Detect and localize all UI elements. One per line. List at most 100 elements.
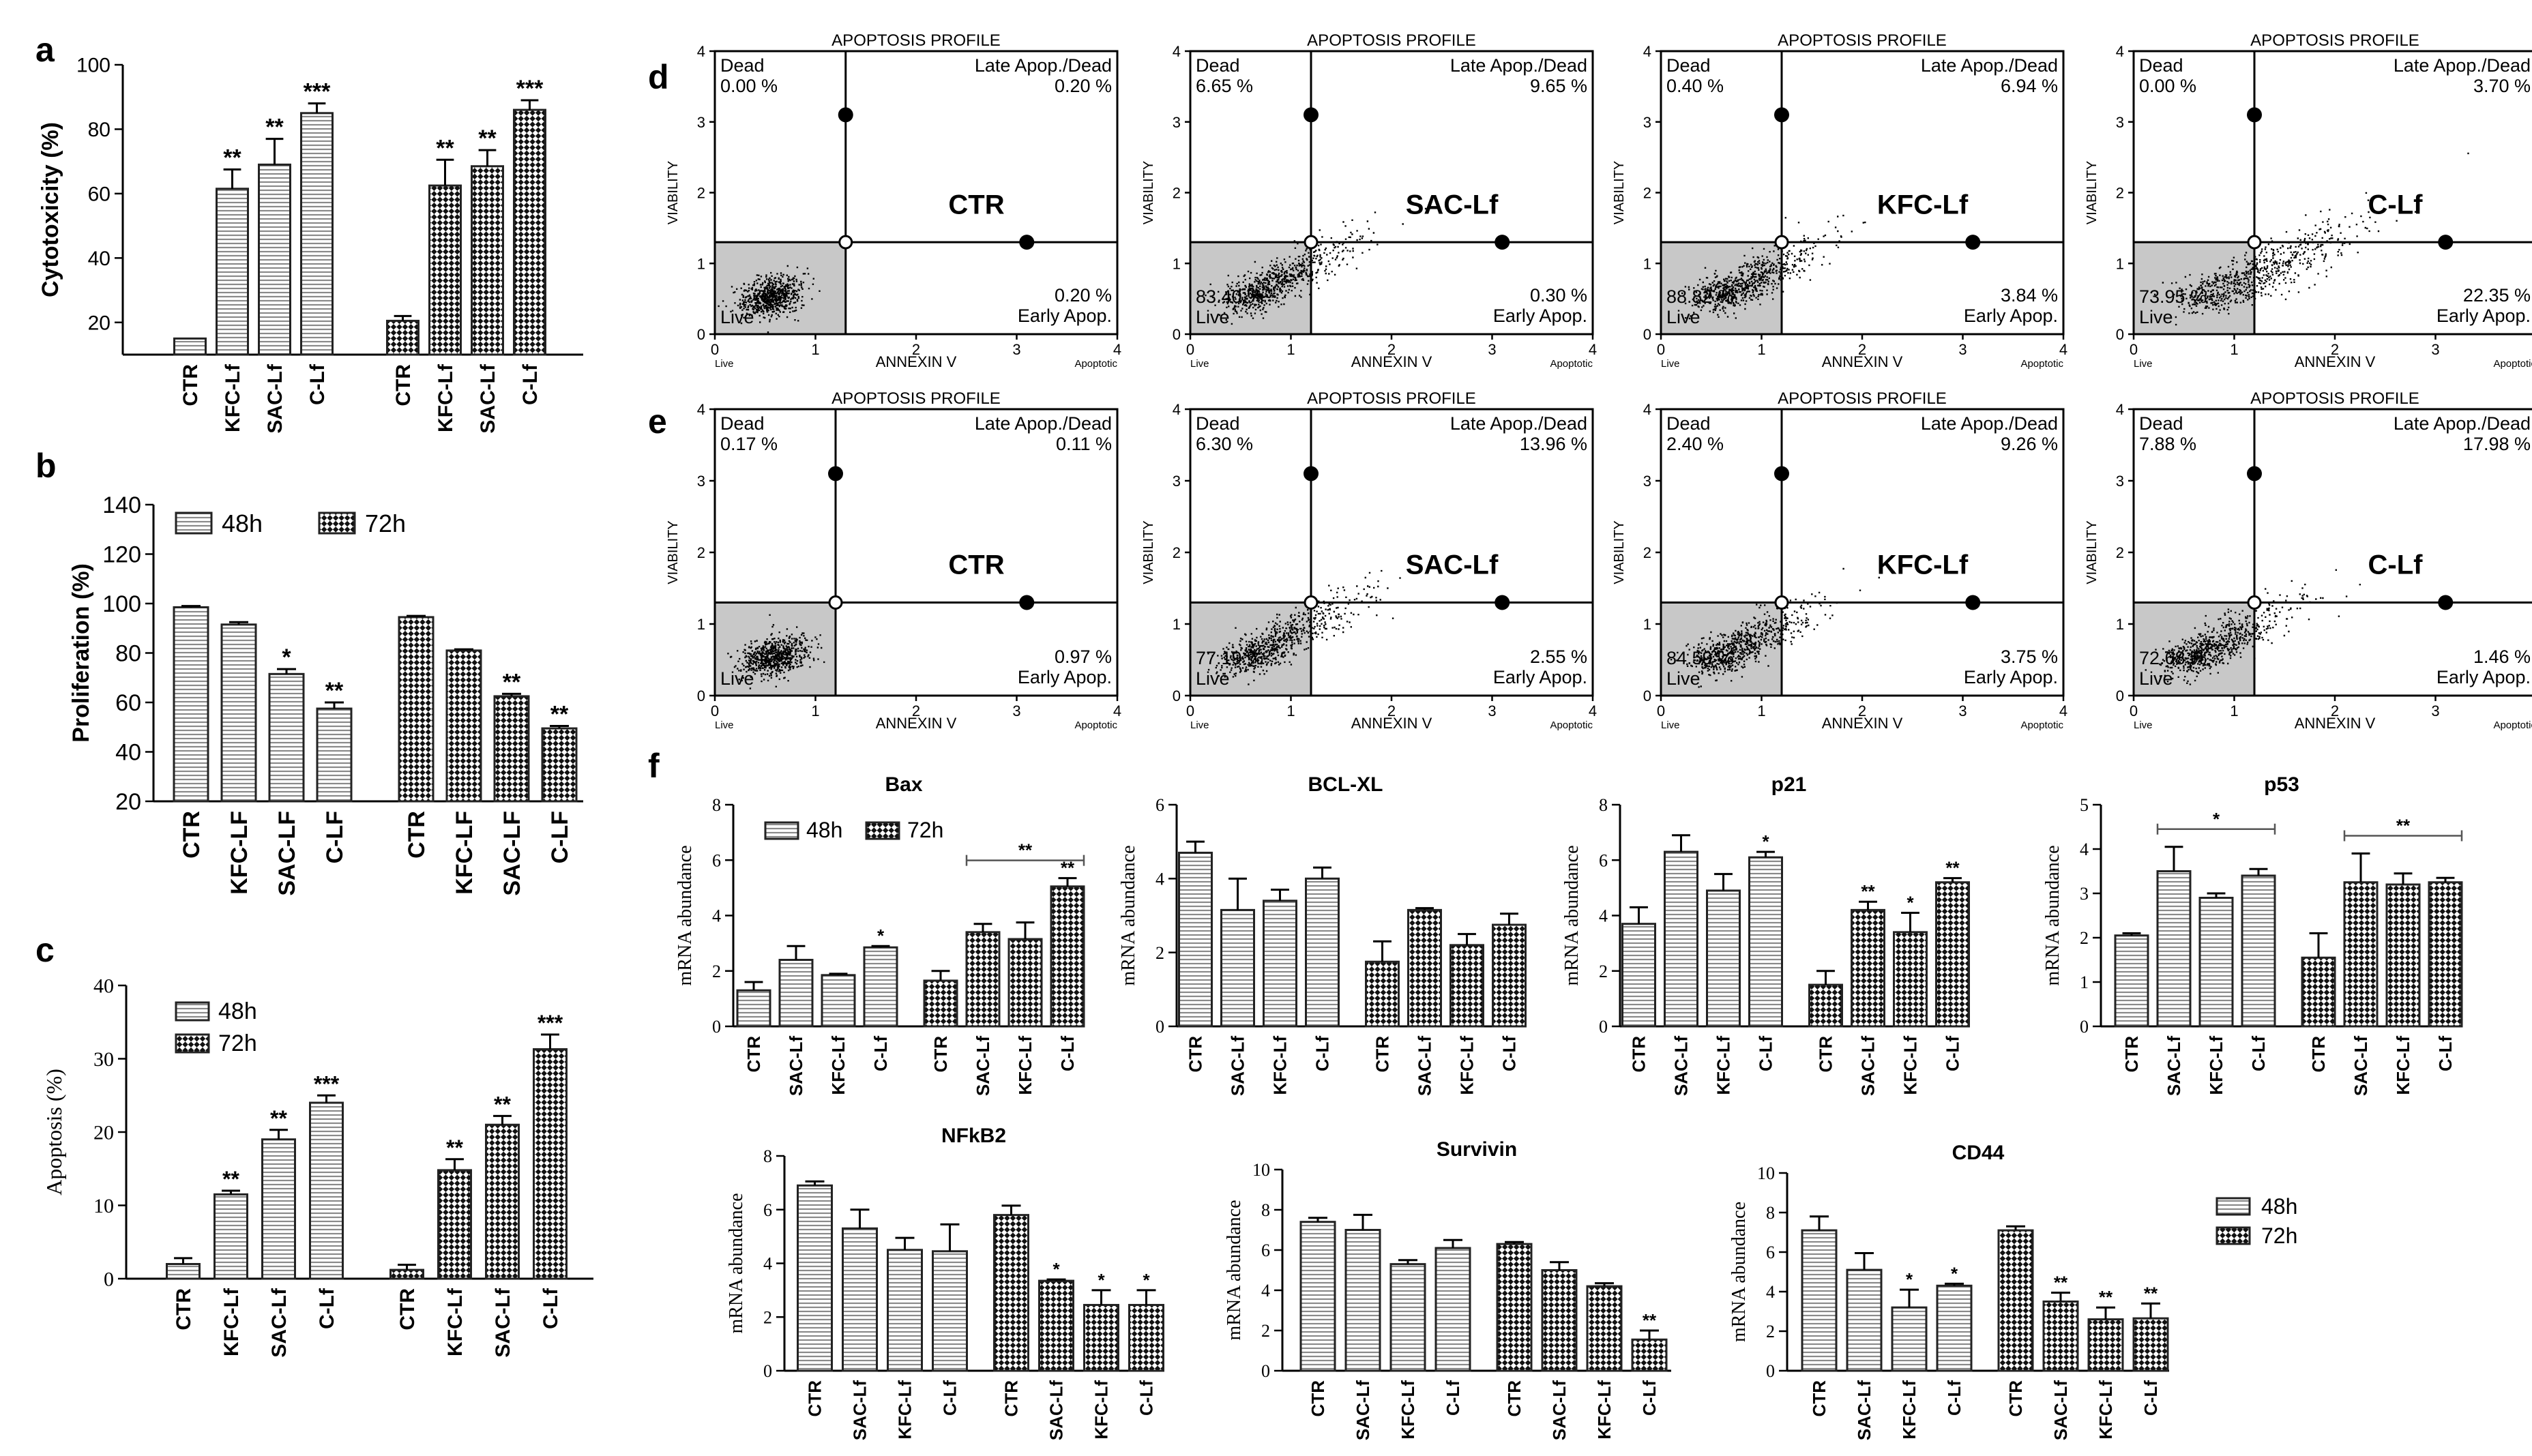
sample-label: C-Lf xyxy=(2368,190,2424,220)
x-tick-label: 0 xyxy=(1657,341,1665,358)
quadrant-late-value: 13.96 % xyxy=(1520,434,1587,454)
x-tick-label: CTR xyxy=(173,1288,195,1331)
x-tick-label: KFC-Lf xyxy=(895,1380,915,1440)
flow-title: APOPTOSIS PROFILE xyxy=(1307,389,1476,408)
y-tick-label: 4 xyxy=(763,1254,772,1274)
legend-b: 48h 72h xyxy=(175,509,406,537)
quadrant-dead-label: Dead xyxy=(1666,413,1711,434)
x-tick-label: SAC-Lf xyxy=(2351,1036,2371,1096)
x-tick-label: 1 xyxy=(2230,702,2238,719)
x-tick-label: SAC-Lf xyxy=(2050,1380,2071,1440)
y-tick-label: 4 xyxy=(712,906,721,926)
x-tick-label: CTR xyxy=(2308,1036,2329,1073)
bar-48h-CTR xyxy=(797,1184,833,1372)
x-tick-label: KFC-Lf xyxy=(1398,1380,1418,1440)
bar-48h-KFC-Lf xyxy=(214,1193,248,1280)
quadrant-handle-top xyxy=(838,107,853,123)
y-axis-label: VIABILITY xyxy=(666,161,681,224)
quadrant-early-label: Early Apop. xyxy=(1493,306,1587,326)
x-tick-label: C-Lf xyxy=(316,1288,338,1329)
quadrant-early-value: 0.30 % xyxy=(1530,285,1587,306)
bar-48h-C-Lf xyxy=(1936,1284,1973,1372)
y-tick-label: 140 xyxy=(102,492,141,518)
y-tick-label: 1 xyxy=(2116,255,2124,272)
flow-plot-d-SAC-Lf: APOPTOSIS PROFILE 0 1 2 3 4 0 1 2 3 4 ANNEXIN V Live… xyxy=(1141,31,1597,370)
y-axis-label: mRNA abundance xyxy=(726,1193,747,1333)
bracket-label: * xyxy=(2213,809,2220,829)
quadrant-dead-label: Dead xyxy=(2139,55,2183,76)
scatter-points xyxy=(2153,152,2469,326)
bar-72h-CTR xyxy=(386,319,419,356)
y-axis-label: VIABILITY xyxy=(666,520,681,584)
y-tick-label: 2 xyxy=(2116,544,2124,561)
significance-mark: ** xyxy=(494,1092,511,1116)
y-tick-label: 20 xyxy=(93,1122,114,1144)
y-tick-label: 2 xyxy=(1766,1322,1775,1341)
quadrant-dead-value: 0.00 % xyxy=(2139,76,2196,96)
x-tick-label: SAC-Lf xyxy=(1854,1380,1874,1440)
bar-48h-SAC-Lf xyxy=(1846,1268,1883,1372)
quadrant-dead-value: 6.65 % xyxy=(1196,76,1253,96)
bar-48h-KFC-LF xyxy=(220,623,257,803)
y-tick-label: 0 xyxy=(697,687,705,704)
y-tick-label: 1 xyxy=(697,616,705,633)
y-tick-label: 40 xyxy=(115,739,141,765)
bar-48h-SAC-Lf xyxy=(1344,1229,1381,1372)
chart-title: CD44 xyxy=(1952,1142,2005,1164)
significance-mark: ** xyxy=(550,701,569,727)
x-tick-label: 4 xyxy=(2059,341,2067,358)
legend-cd44: 48h 72h xyxy=(2216,1194,2297,1248)
x-tick-label: CTR xyxy=(1809,1380,1829,1417)
panel-letter-e: e xyxy=(648,402,667,441)
bar-48h-SAC-Lf xyxy=(1220,908,1255,1028)
y-tick-label: 4 xyxy=(1599,906,1608,926)
x-tick-label: CTR xyxy=(179,364,202,406)
quadrant-handle-right xyxy=(1965,235,1981,250)
quadrant-live-label: Live xyxy=(720,307,754,327)
y-tick-label: 6 xyxy=(1261,1240,1270,1260)
y-tick-label: 0 xyxy=(763,1361,772,1381)
y-tick-label: 20 xyxy=(88,312,111,334)
quadrant-handle-center xyxy=(2247,595,2262,610)
quadrant-early-label: Early Apop. xyxy=(1018,306,1112,326)
x-tick-label: C-Lf xyxy=(540,1288,562,1329)
x-tick-label: SAC-Lf xyxy=(1228,1036,1248,1096)
y-tick-label: 8 xyxy=(1261,1200,1270,1220)
quadrant-live-label: Live xyxy=(2139,307,2173,327)
x-tick-label: 0 xyxy=(1186,702,1194,719)
sample-label: KFC-Lf xyxy=(1877,550,1969,580)
bar-72h-KFC-Lf xyxy=(428,184,462,356)
x-tick-label: 2 xyxy=(1858,702,1866,719)
significance-mark: ** xyxy=(222,1167,239,1191)
bar-72h-SAC-Lf xyxy=(485,1123,520,1280)
quadrant-late-label: Late Apop./Dead xyxy=(1921,413,2058,434)
y-tick-label: 1 xyxy=(1173,255,1181,272)
x-tick-label: 1 xyxy=(1757,702,1765,719)
y-tick-label: 2 xyxy=(1643,185,1651,202)
y-tick-label: 2 xyxy=(1261,1321,1270,1341)
y-tick-label: 8 xyxy=(763,1146,772,1166)
x-tick-label: KFC-Lf xyxy=(2206,1036,2226,1095)
x-tick-label: C-Lf xyxy=(2140,1380,2161,1416)
x-apoptotic-label: Apoptotic xyxy=(2493,719,2532,731)
quadrant-handle-right xyxy=(1495,595,1510,610)
y-tick-label: 3 xyxy=(2080,884,2089,904)
y-tick-label: 3 xyxy=(1173,473,1181,490)
significance-mark: * xyxy=(1098,1270,1105,1290)
y-tick-label: 60 xyxy=(115,690,141,716)
flow-title: APOPTOSIS PROFILE xyxy=(831,389,1001,408)
bar-48h-C-Lf xyxy=(1748,856,1783,1028)
x-tick-label: KFC-Lf xyxy=(1899,1380,1919,1440)
y-tick-label: 4 xyxy=(1173,401,1181,418)
bar-48h-C-Lf xyxy=(932,1250,968,1372)
x-tick-label: KFC-Lf xyxy=(435,363,457,432)
sample-label: SAC-Lf xyxy=(1406,190,1499,220)
sample-label: KFC-Lf xyxy=(1877,190,1969,220)
x-tick-label: SAC-Lf xyxy=(850,1380,870,1440)
bar-48h-SAC-Lf xyxy=(2156,870,2192,1028)
y-tick-label: 2 xyxy=(2116,185,2124,202)
x-tick-label: 3 xyxy=(1488,341,1496,358)
x-apoptotic-label: Apoptotic xyxy=(1074,719,1117,731)
scatter-points xyxy=(1681,214,1866,320)
quadrant-handle-right xyxy=(2438,595,2454,610)
